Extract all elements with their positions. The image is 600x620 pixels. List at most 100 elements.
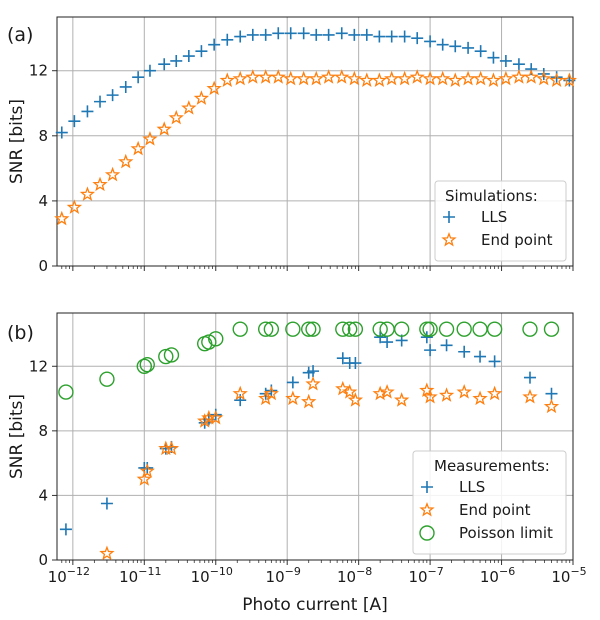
data-point [342,321,358,337]
data-point [348,28,361,41]
data-point [474,350,487,363]
data-point [143,64,156,77]
data-point [335,380,351,396]
data-point [170,54,183,67]
data-point [486,385,503,401]
y-axis-label: SNR [bits] [7,99,27,184]
data-point [156,121,172,136]
data-point [283,70,299,86]
legend-entry: Poisson limit [459,524,553,542]
data-point [297,27,310,40]
x-tick-label: 10−8 [337,565,372,586]
data-point [349,357,362,370]
chart-panel-b: 0 4 8 12 10−12 10−11 10−10 10−9 10−8 10−7 10−6 10−5… [7,312,587,615]
data-point [54,210,70,226]
data-point [411,32,424,45]
data-point [305,375,321,391]
data-point [420,331,433,344]
data-point [499,54,512,67]
data-point [440,339,453,352]
data-point [381,336,394,349]
data-point [301,321,317,337]
y-tick-label: 8 [38,127,48,145]
x-tick-label: 10−9 [266,565,301,586]
data-point [263,321,280,337]
data-point [245,69,261,84]
data-point [59,523,72,536]
data-point [346,70,362,86]
legend-title: Simulations: [445,187,538,205]
data-point [263,385,280,401]
legend-marker [443,211,455,223]
data-point [285,321,301,337]
data-point [158,348,174,365]
data-point [522,388,538,404]
legend-marker [419,501,435,517]
data-point [68,115,81,128]
y-tick-label: 12 [29,62,48,80]
data-point [208,331,224,347]
data-point [422,388,438,404]
x-tick-label: 10−11 [119,565,161,586]
data-point [286,376,299,389]
legend-box [412,450,567,555]
data-point [81,105,94,118]
data-point [193,90,210,105]
data-point [136,358,153,374]
series-lls [55,27,576,139]
data-point [163,440,180,456]
legend-marker [441,231,457,247]
data-point [310,28,323,41]
data-point [307,365,320,378]
data-point [561,72,578,87]
data-point [458,345,471,358]
data-point [511,69,527,84]
data-point [181,100,197,115]
data-point [208,409,224,425]
data-point [142,131,158,146]
data-point [259,28,272,41]
series-poisson-limit [58,321,560,400]
data-point [55,126,68,139]
data-point [132,71,145,84]
y-axis-label: SNR [bits] [7,394,27,479]
data-point [525,63,538,76]
panel-label: (a) [7,24,33,46]
data-point [118,153,134,169]
data-point [301,393,317,409]
data-point [523,371,536,384]
data-point [385,30,398,43]
data-point [472,390,488,406]
data-point [221,33,234,46]
legend: Measurements: LLS End point Poisson limit [412,450,567,555]
data-point [296,70,312,86]
data-point [347,392,364,407]
data-point [219,72,235,87]
data-point [394,392,410,407]
data-point [232,385,248,401]
data-point [58,384,74,400]
data-point [100,497,113,510]
data-point [136,471,152,486]
data-point [106,89,119,102]
data-point [130,140,146,156]
data-point [201,334,217,350]
data-point [523,69,539,84]
data-point [436,38,449,51]
data-point [374,331,387,344]
data-point [285,390,301,406]
y-tick-label: 8 [38,422,48,440]
data-point [543,398,560,414]
series-end-point [99,375,560,561]
y-tick-label: 4 [38,192,48,210]
y-tick-label: 0 [38,257,48,275]
y-tick-label: 0 [38,551,48,569]
data-point [422,70,438,86]
data-point [435,70,451,86]
x-tick-label: 10−7 [408,565,443,586]
chart-panel-a: 0 4 8 12 SNR [bits] (a) Simulations: LLS End poi… [7,16,578,275]
data-point [360,28,373,41]
data-point [336,352,349,365]
data-point [284,27,297,40]
legend-title: Measurements: [434,457,550,475]
